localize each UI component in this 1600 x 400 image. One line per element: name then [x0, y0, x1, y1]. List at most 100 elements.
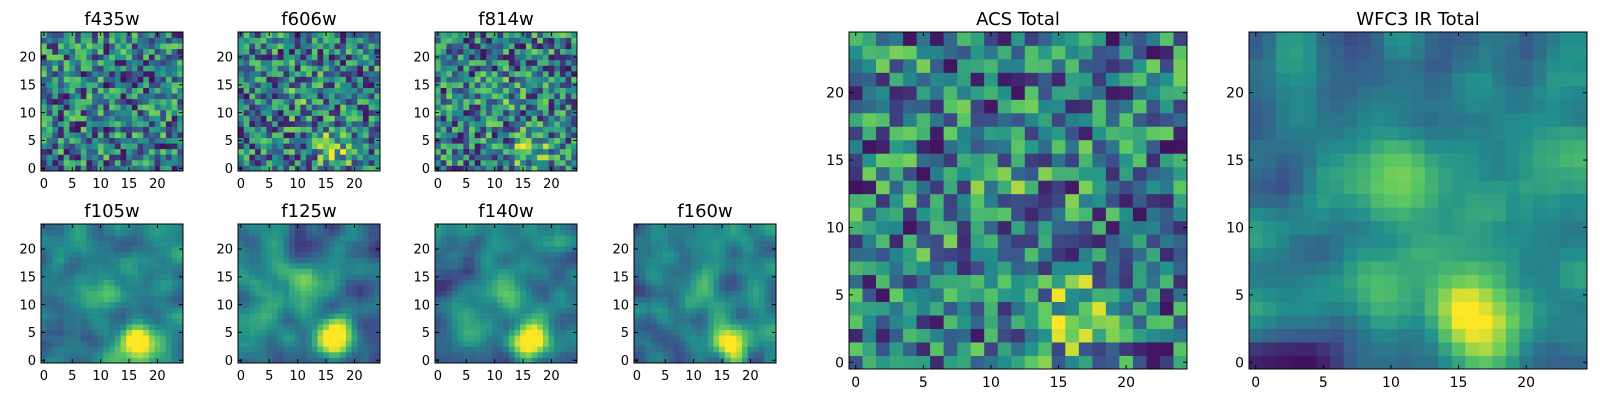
- heatmap-cell: [357, 120, 364, 127]
- heatmap-cell: [97, 115, 104, 122]
- heatmap-cell: [531, 137, 538, 144]
- heatmap-cell: [255, 262, 262, 269]
- x-tick-label: 20: [149, 177, 166, 192]
- heatmap-cell: [86, 120, 93, 127]
- heatmap-cell: [357, 98, 364, 105]
- heatmap-cell: [255, 143, 262, 150]
- heatmap-cell: [696, 262, 703, 269]
- heatmap-cell: [80, 285, 87, 292]
- heatmap-cell: [126, 246, 133, 253]
- heatmap-cell: [340, 251, 347, 258]
- heatmap-cell: [713, 229, 720, 236]
- heatmap-cell: [86, 76, 93, 83]
- heatmap-cell: [80, 154, 87, 161]
- heatmap-cell: [120, 351, 127, 358]
- heatmap-cell: [317, 70, 324, 77]
- heatmap-cell: [171, 93, 178, 100]
- heatmap-cell: [497, 59, 504, 66]
- heatmap-cell: [277, 132, 284, 139]
- heatmap-cell: [126, 65, 133, 72]
- heatmap-cell: [75, 240, 82, 247]
- heatmap-cell: [452, 307, 459, 314]
- heatmap-cell: [294, 148, 301, 155]
- heatmap-cell: [300, 98, 307, 105]
- heatmap-cell: [651, 346, 658, 353]
- heatmap-cell: [770, 224, 777, 230]
- heatmap-cell: [351, 274, 358, 280]
- heatmap-cell: [984, 207, 999, 222]
- heatmap-cell: [266, 340, 273, 347]
- heatmap-cell: [345, 279, 352, 286]
- heatmap-cell: [497, 240, 504, 247]
- heatmap-cell: [328, 148, 335, 155]
- heatmap-cell: [645, 285, 652, 292]
- heatmap-cell: [311, 229, 318, 236]
- heatmap-cell: [554, 54, 561, 61]
- heatmap-cell: [97, 351, 104, 358]
- heatmap-cell: [154, 307, 161, 314]
- heatmap-cell: [143, 285, 150, 292]
- heatmap-cell: [294, 335, 301, 342]
- heatmap-cell: [41, 290, 48, 297]
- heatmap-cell: [457, 104, 464, 111]
- heatmap-cell: [374, 76, 381, 83]
- heatmap-cell: [548, 229, 555, 236]
- heatmap-cell: [92, 335, 99, 342]
- heatmap-cell: [148, 76, 155, 83]
- heatmap-cell: [469, 324, 476, 331]
- heatmap-cell: [446, 165, 453, 172]
- heatmap-cell: [334, 32, 341, 38]
- heatmap-cell: [328, 48, 335, 55]
- heatmap-cell: [328, 312, 335, 319]
- heatmap-cell: [311, 235, 318, 242]
- heatmap-cell: [137, 148, 144, 155]
- heatmap-cell: [452, 70, 459, 77]
- heatmap-cell: [435, 257, 442, 264]
- heatmap-cell: [702, 296, 709, 303]
- heatmap-cell: [741, 262, 748, 269]
- heatmap-cell: [548, 98, 555, 105]
- heatmap-cell: [876, 328, 890, 343]
- heatmap-cell: [109, 246, 116, 253]
- heatmap-cell: [542, 351, 549, 358]
- heatmap-cell: [1024, 288, 1039, 302]
- heatmap-cell: [673, 329, 680, 336]
- heatmap-cell: [46, 296, 53, 303]
- heatmap-cell: [131, 104, 138, 111]
- heatmap-cell: [317, 104, 324, 111]
- heatmap-cell: [75, 351, 82, 358]
- heatmap-cell: [86, 82, 93, 88]
- heatmap-cell: [696, 268, 703, 275]
- heatmap-cell: [368, 274, 375, 280]
- heatmap-cell: [1038, 355, 1053, 370]
- heatmap-cell: [531, 59, 538, 66]
- heatmap-cell: [317, 93, 324, 100]
- heatmap-cell: [126, 37, 133, 44]
- heatmap-cell: [340, 324, 347, 331]
- heatmap-cell: [148, 351, 155, 358]
- heatmap-cell: [903, 288, 917, 302]
- heatmap-cell: [154, 137, 161, 144]
- heatmap-cell: [165, 268, 173, 275]
- heatmap-cell: [571, 351, 578, 358]
- heatmap-cell: [548, 65, 555, 72]
- heatmap-cell: [565, 324, 572, 331]
- heatmap-cell: [374, 120, 381, 127]
- heatmap-cell: [177, 262, 184, 269]
- heatmap-cell: [137, 312, 144, 319]
- heatmap-cell: [137, 104, 144, 111]
- heatmap-cell: [374, 159, 381, 166]
- heatmap-cell: [114, 109, 121, 116]
- heatmap-cell: [849, 153, 863, 168]
- heatmap-cell: [345, 132, 352, 139]
- heatmap-cell: [497, 148, 504, 155]
- heatmap-cell: [92, 301, 99, 308]
- heatmap-cell: [300, 274, 307, 280]
- heatmap-cell: [736, 274, 743, 280]
- heatmap-cell: [283, 59, 290, 66]
- heatmap-cell: [486, 132, 493, 139]
- heatmap-cell: [126, 109, 133, 116]
- heatmap-cell: [243, 104, 250, 111]
- heatmap-cell: [143, 159, 150, 166]
- heatmap-cell: [126, 279, 133, 286]
